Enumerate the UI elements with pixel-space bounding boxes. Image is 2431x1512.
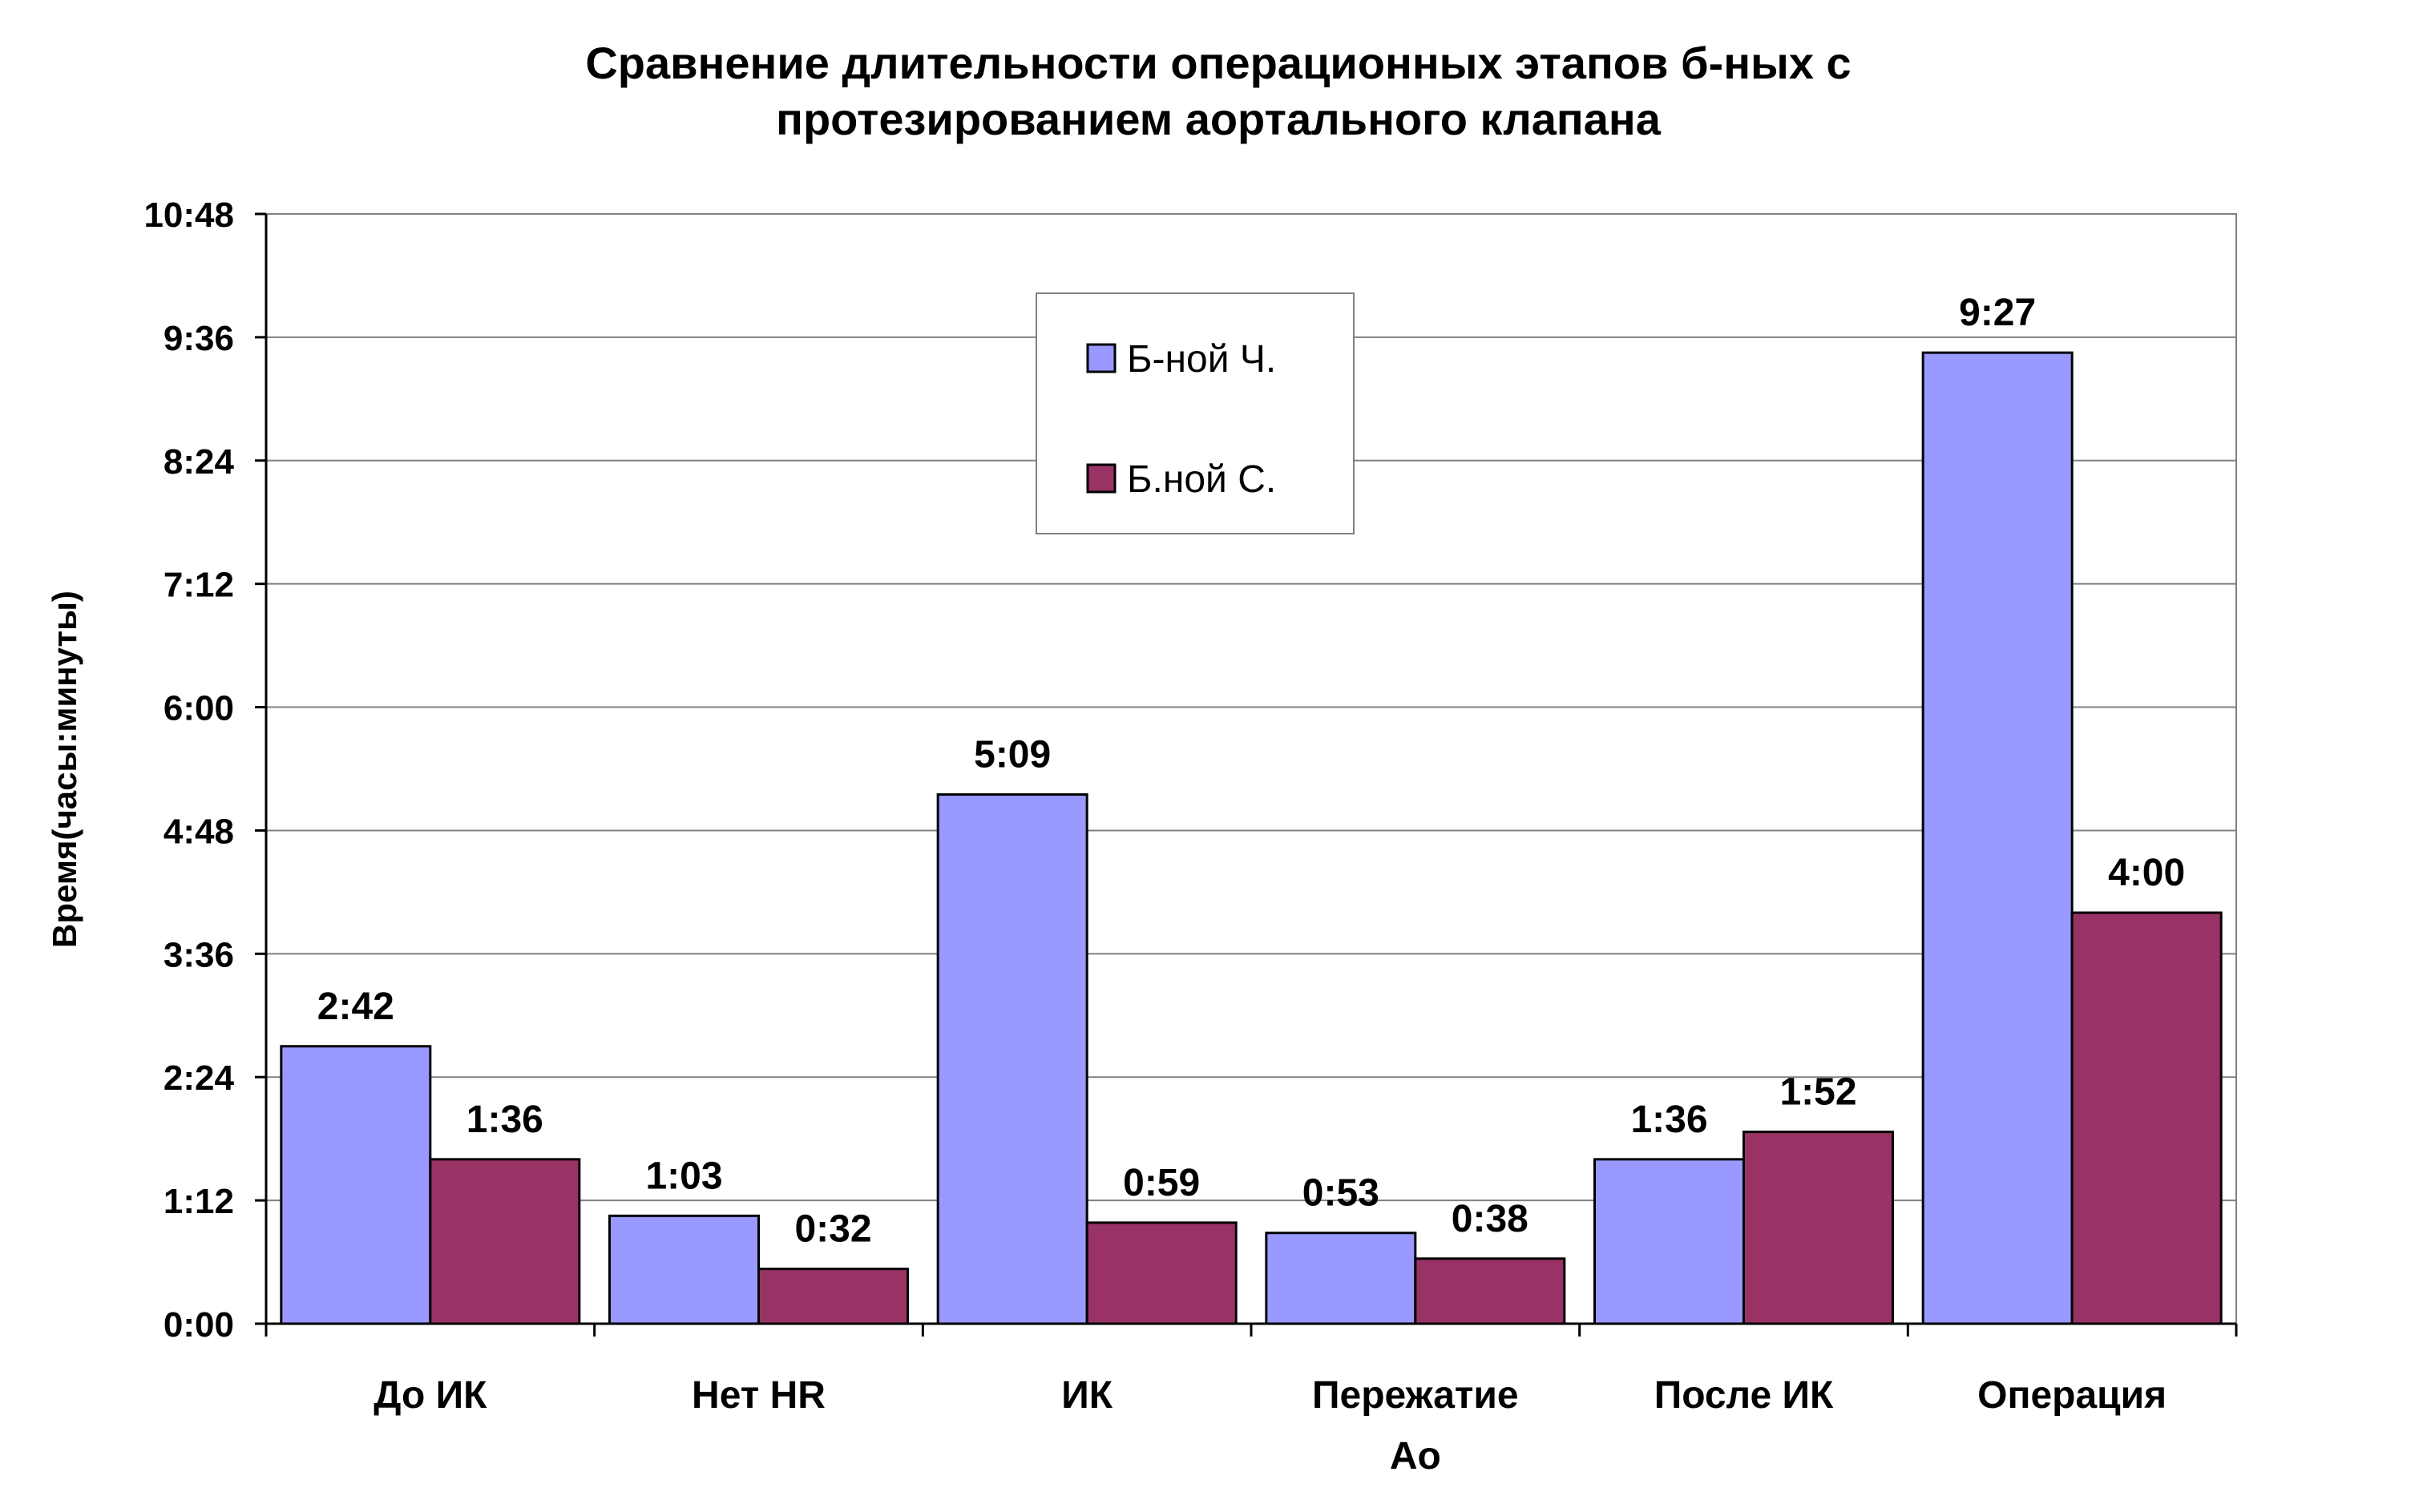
- data-label: 2:42: [317, 986, 394, 1028]
- bar: [1085, 1221, 1238, 1325]
- data-label: 1:36: [466, 1099, 543, 1141]
- y-tick-label: 10:48: [143, 196, 234, 235]
- y-tick-label: 3:36: [164, 935, 234, 974]
- x-tick-label: Пережатие: [1312, 1374, 1519, 1417]
- y-tick-label: 7:12: [164, 566, 234, 605]
- bar: [936, 793, 1088, 1325]
- x-tick-label: Нет HR: [692, 1374, 826, 1417]
- data-label: 4:00: [2108, 852, 2185, 894]
- data-label: 1:36: [1630, 1099, 1707, 1141]
- x-tick-label: Ао: [1390, 1435, 1441, 1478]
- legend-label: Б-ной Ч.: [1127, 338, 1276, 381]
- legend: Б-ной Ч. Б.ной С.: [1036, 292, 1355, 534]
- legend-swatch: [1086, 343, 1117, 373]
- legend-swatch: [1086, 463, 1117, 494]
- y-tick-label: 9:36: [164, 319, 234, 358]
- x-tick-label: До ИК: [374, 1374, 487, 1417]
- chart-title-line: Сравнение длительности операционных этап…: [585, 38, 1851, 88]
- bar: [280, 1045, 432, 1325]
- data-label: 0:59: [1123, 1162, 1200, 1204]
- bar: [1414, 1257, 1566, 1325]
- bars: [280, 351, 2223, 1325]
- bar: [608, 1214, 760, 1325]
- bar: [429, 1158, 581, 1325]
- data-label: 1:03: [645, 1155, 722, 1197]
- bar: [1742, 1131, 1894, 1325]
- y-axis-label: Время(часы:минуты): [46, 591, 83, 948]
- x-tick-label: Операция: [1977, 1374, 2166, 1417]
- data-label: 0:38: [1452, 1198, 1528, 1240]
- x-tick-label: После ИК: [1654, 1374, 1834, 1417]
- legend-box: [1036, 292, 1355, 534]
- bar: [2070, 911, 2223, 1325]
- data-label: 0:53: [1302, 1172, 1379, 1215]
- y-tick-label: 0:00: [164, 1305, 234, 1345]
- bar: [1265, 1232, 1417, 1325]
- bar: [757, 1268, 909, 1325]
- chart-title: Сравнение длительности операционных этап…: [585, 38, 1851, 144]
- data-labels: 2:42 1:03 5:09 0:53 1:36 9:27 1:36 0:32 0:59 0:38…: [317, 292, 2185, 1250]
- x-tick-label: ИК: [1061, 1374, 1113, 1417]
- y-tick-label: 1:12: [164, 1182, 234, 1221]
- data-label: 9:27: [1959, 292, 2036, 334]
- axes: 0:00 1:12 2:24 3:36 4:48 6:00 7:12 8:24 9:36 10:4…: [143, 196, 2238, 1478]
- bar: [1921, 351, 2074, 1325]
- legend-label: Б.ной С.: [1127, 458, 1276, 501]
- y-tick-label: 6:00: [164, 689, 234, 728]
- data-label: 5:09: [974, 734, 1051, 776]
- chart-title-line: протезированием аортального клапана: [776, 94, 1662, 144]
- data-label: 1:52: [1779, 1071, 1856, 1114]
- bar: [1593, 1158, 1745, 1325]
- y-tick-label: 4:48: [164, 812, 234, 851]
- data-label: 0:32: [794, 1208, 871, 1251]
- y-tick-label: 8:24: [164, 442, 235, 482]
- y-tick-label: 2:24: [164, 1058, 235, 1098]
